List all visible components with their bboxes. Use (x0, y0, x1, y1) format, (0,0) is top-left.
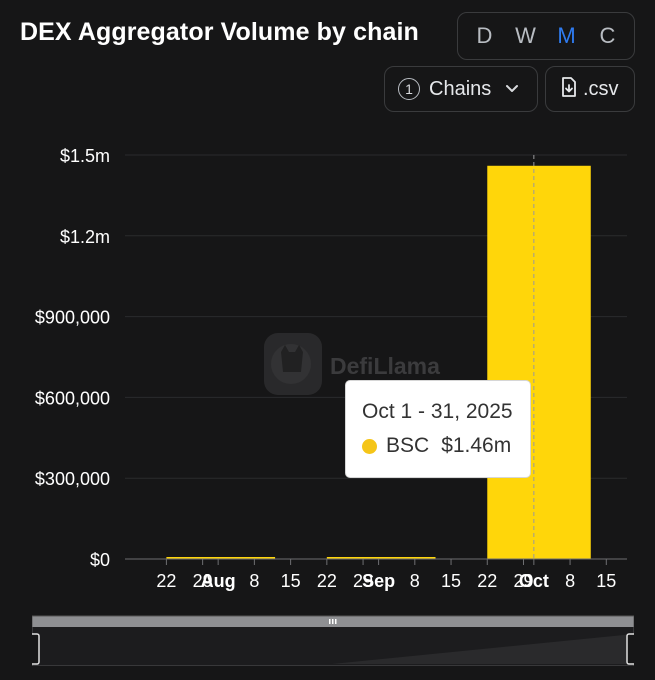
y-tick-label: $600,000 (35, 388, 110, 408)
bar-bsc[interactable] (166, 557, 276, 559)
period-monthly-button[interactable]: M (548, 23, 586, 49)
x-tick-label: 29 (193, 571, 213, 591)
period-daily-button[interactable]: D (466, 23, 504, 49)
x-tick-label: 22 (477, 571, 497, 591)
series-color-dot (362, 438, 377, 454)
period-toggle: D W M C (457, 12, 635, 60)
x-tick-label: 8 (249, 571, 259, 591)
x-tick-label: 15 (281, 571, 301, 591)
tooltip-series-value: $1.46m (441, 434, 512, 457)
x-tick-label: 29 (353, 571, 373, 591)
x-tick-label: 8 (565, 571, 575, 591)
chains-dropdown[interactable]: 1 Chains (384, 66, 538, 112)
watermark-text: DefiLlama (330, 353, 440, 379)
tooltip-date: Oct 1 - 31, 2025 (362, 400, 513, 423)
x-tick-label: 15 (441, 571, 461, 591)
axes (125, 558, 627, 565)
y-tick-label: $1.5m (60, 146, 110, 166)
y-tick-label: $0 (90, 550, 110, 570)
range-brush[interactable] (32, 614, 634, 666)
chains-count-badge: 1 (398, 78, 420, 100)
brush-handle-left[interactable] (32, 633, 40, 665)
x-tick-label: 22 (156, 571, 176, 591)
period-cumulative-button[interactable]: C (589, 23, 627, 49)
y-axis-ticks: $0 $300,000 $600,000 $900,000 $1.2m $1.5m (35, 146, 110, 570)
chains-label: Chains (429, 77, 492, 100)
tooltip-series-row: BSC $1.46m (362, 434, 530, 458)
chart-title: DEX Aggregator Volume by chain (20, 18, 419, 46)
brush-preview-shape (32, 634, 634, 664)
defillama-logo-icon (264, 333, 322, 395)
chart-tooltip: Oct 1 - 31, 2025 BSC $1.46m (345, 380, 531, 478)
x-tick-label: Oct (519, 571, 549, 591)
brush-handle-right[interactable] (626, 633, 634, 665)
y-tick-label: $900,000 (35, 308, 110, 328)
x-tick-label: Sep (362, 571, 395, 591)
file-download-icon (561, 76, 577, 102)
y-tick-label: $1.2m (60, 227, 110, 247)
x-tick-label: 22 (317, 571, 337, 591)
x-tick-label: 8 (410, 571, 420, 591)
tooltip-series-name: BSC (386, 434, 430, 457)
period-weekly-button[interactable]: W (507, 23, 545, 49)
brush-frame (32, 615, 634, 666)
csv-label: .csv (583, 77, 619, 100)
x-tick-label: 15 (596, 571, 616, 591)
bars (166, 165, 591, 560)
x-tick-label: Aug (201, 571, 236, 591)
bar-bsc[interactable] (487, 165, 591, 560)
watermark: DefiLlama (264, 333, 440, 395)
brush-drag-icon (329, 619, 337, 624)
chevron-down-icon (505, 81, 519, 99)
y-tick-label: $300,000 (35, 469, 110, 489)
download-csv-button[interactable]: .csv (545, 66, 635, 112)
x-tick-label: 29 (513, 571, 533, 591)
bar-bsc[interactable] (326, 557, 436, 559)
